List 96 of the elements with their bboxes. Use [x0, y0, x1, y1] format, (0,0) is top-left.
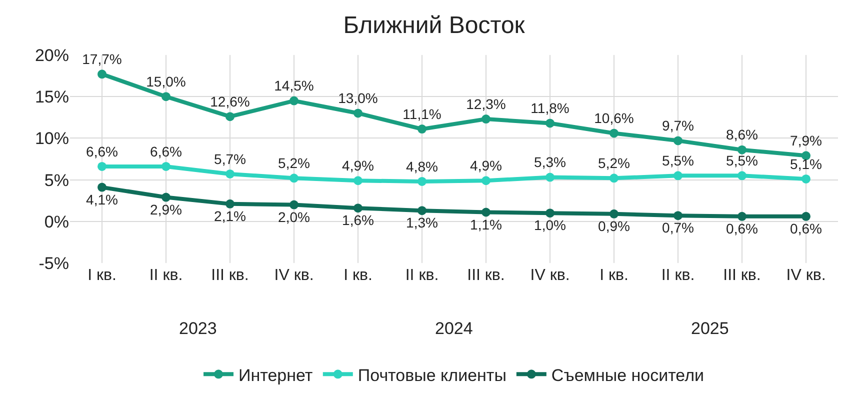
x-tick-label: II кв. — [661, 267, 695, 284]
point — [674, 211, 682, 220]
y-tick-label: 0% — [44, 212, 69, 232]
y-tick-label: 15% — [34, 88, 69, 107]
point — [610, 174, 618, 183]
point — [674, 136, 682, 146]
point — [98, 70, 106, 79]
data-label: 17,7% — [82, 51, 122, 68]
x-tick-label: IV кв. — [530, 267, 570, 284]
point — [162, 192, 170, 202]
point — [482, 114, 490, 124]
legend-label: Интернет — [238, 366, 313, 385]
y-tick-label: 20% — [34, 46, 69, 65]
data-label: 14,5% — [274, 78, 314, 94]
point — [354, 108, 362, 118]
x-tick-label: IV кв. — [786, 267, 826, 284]
x-tick-label: I кв. — [88, 267, 116, 284]
point — [546, 118, 554, 128]
data-label: 4,9% — [470, 158, 502, 174]
x-tick-label: IV кв. — [274, 267, 314, 284]
data-label: 0,7% — [662, 220, 694, 236]
data-label: 2,0% — [278, 208, 310, 225]
point — [290, 174, 298, 183]
data-label: 5,2% — [598, 155, 630, 172]
point — [418, 206, 426, 216]
x-tick-label: I кв. — [344, 267, 372, 284]
data-label: 11,1% — [402, 106, 442, 122]
text: 2023 — [179, 319, 217, 338]
point — [738, 145, 746, 154]
point — [162, 162, 170, 171]
x-tick-label: I кв. — [600, 267, 628, 284]
data-label: 4,8% — [406, 158, 438, 174]
data-label: 2,1% — [214, 208, 246, 224]
data-label: 12,3% — [466, 96, 506, 112]
data-label: 12,6% — [210, 93, 250, 110]
point — [226, 169, 234, 178]
point — [546, 172, 554, 182]
data-label: 15,0% — [146, 73, 186, 90]
chart-title: Ближний Восток — [343, 12, 526, 39]
y-tick-label: 10% — [34, 129, 69, 148]
text: 2025 — [691, 319, 729, 338]
point — [290, 200, 298, 210]
data-label: 13,0% — [338, 90, 378, 106]
data-label: 5,1% — [790, 156, 822, 172]
point — [610, 209, 618, 218]
data-label: 0,6% — [726, 220, 758, 237]
point — [738, 171, 746, 180]
data-label: 1,6% — [342, 212, 374, 228]
data-label: 4,9% — [342, 158, 374, 174]
point — [162, 92, 170, 102]
x-tick-label: II кв. — [405, 267, 439, 284]
y-tick-label: 5% — [44, 170, 69, 190]
data-label: 11,8% — [530, 100, 570, 116]
point — [482, 208, 490, 217]
data-label: 7,9% — [790, 132, 822, 149]
point — [226, 199, 234, 208]
point — [98, 182, 106, 192]
data-label: 6,6% — [150, 143, 182, 160]
point — [226, 112, 234, 122]
point — [418, 124, 426, 134]
x-tick-label: III кв. — [211, 267, 249, 284]
point — [610, 128, 618, 138]
data-label: 6,6% — [86, 143, 118, 160]
data-label: 5,2% — [278, 155, 310, 172]
data-label: 2,9% — [150, 201, 182, 218]
point — [546, 208, 554, 218]
point — [98, 162, 106, 171]
y-tick-label: -5% — [38, 254, 69, 273]
legend-label: Почтовые клиенты — [358, 366, 506, 385]
data-label: 4,1% — [86, 191, 118, 208]
text: 2024 — [435, 319, 473, 338]
data-label: 10,6% — [594, 110, 634, 126]
point — [802, 174, 810, 184]
data-label: 8,6% — [726, 126, 758, 143]
data-label: 9,7% — [662, 118, 694, 134]
point — [418, 176, 426, 186]
data-label: 1,3% — [406, 214, 438, 231]
data-label: 0,9% — [598, 218, 630, 234]
data-label: 5,5% — [726, 152, 758, 169]
data-label: 1,1% — [470, 216, 502, 232]
point — [738, 212, 746, 221]
legend-label: Съемные носители — [551, 366, 704, 385]
x-tick-label: III кв. — [467, 267, 505, 284]
point — [354, 176, 362, 186]
point — [354, 204, 362, 213]
x-tick-label: II кв. — [149, 267, 183, 284]
x-tick-label: III кв. — [723, 267, 761, 284]
data-label: 1,0% — [534, 217, 566, 234]
data-label: 5,5% — [662, 152, 694, 169]
point — [482, 176, 490, 186]
point — [290, 96, 298, 106]
data-label: 5,3% — [534, 154, 566, 170]
data-label: 5,7% — [214, 150, 246, 167]
point — [674, 171, 682, 180]
point — [802, 212, 810, 221]
data-label: 0,6% — [790, 220, 822, 237]
